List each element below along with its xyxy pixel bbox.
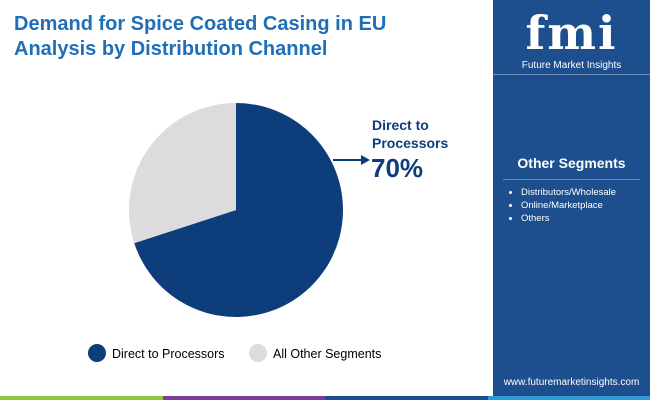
legend-label: Direct to Processors xyxy=(112,347,225,361)
logo: fmi xyxy=(525,6,618,60)
slice-annotation: Direct to Processors xyxy=(372,117,449,151)
panel-item: Distributors/Wholesale xyxy=(521,186,616,199)
legend-swatch xyxy=(88,344,106,362)
stripe xyxy=(325,396,488,400)
bottom-stripe xyxy=(0,396,650,400)
separator xyxy=(493,74,650,75)
stripe xyxy=(487,396,650,400)
arrow-head xyxy=(361,155,370,165)
panel-item: Online/Marketplace xyxy=(521,199,616,212)
pie-slice xyxy=(129,103,236,244)
legend-swatch xyxy=(249,344,267,362)
title-block: Demand for Spice Coated Casing in EU Ana… xyxy=(14,12,386,62)
stripe xyxy=(162,396,325,400)
separator xyxy=(503,179,640,180)
panel-heading: Other Segments xyxy=(517,155,626,171)
chart-subtitle: Analysis by Distribution Channel xyxy=(14,38,328,60)
chart-title: Demand for Spice Coated Casing in EU xyxy=(14,13,387,35)
stripe xyxy=(0,396,163,400)
value-label: 70% xyxy=(371,153,424,183)
pie-slice xyxy=(134,103,343,317)
brand-name: Future Market Insights xyxy=(521,60,622,71)
side-panel: fmi Future Market Insights Other Segment… xyxy=(493,0,650,396)
panel-item: Others xyxy=(521,212,616,225)
panel-list: Distributors/Wholesale Online/Marketplac… xyxy=(505,186,616,225)
url: www.futuremarketinsights.com xyxy=(503,377,640,388)
legend-label: All Other Segments xyxy=(273,347,381,361)
